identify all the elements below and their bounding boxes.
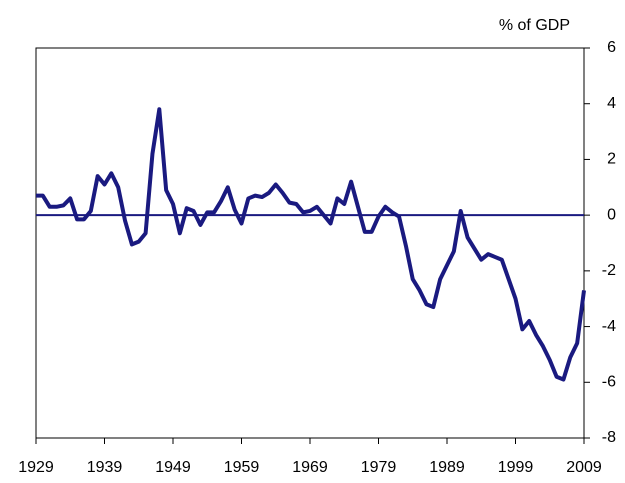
- x-tick-label: 1979: [361, 459, 397, 476]
- y-tick-label: 2: [607, 151, 616, 168]
- plot-frame: [35, 47, 585, 439]
- x-tick-label: 1989: [429, 459, 465, 476]
- x-tick-label: 1939: [87, 459, 123, 476]
- y-tick-label: -2: [602, 262, 616, 279]
- y-tick-label: 4: [607, 95, 616, 112]
- y-tick-label: -6: [602, 374, 616, 391]
- y-tick-label: -4: [602, 318, 616, 335]
- x-tick-label: 1929: [18, 459, 54, 476]
- y-tick-label: -8: [602, 429, 616, 446]
- x-tick-label: 1969: [292, 459, 328, 476]
- y-tick-label: 6: [607, 39, 616, 56]
- x-tick-label: 1959: [224, 459, 260, 476]
- line-series: [36, 107, 586, 382]
- y-tick-label: 0: [607, 206, 616, 223]
- x-tick-label: 2009: [566, 459, 602, 476]
- x-tick-label: 1999: [498, 459, 534, 476]
- x-tick-label: 1949: [155, 459, 191, 476]
- y-axis-label: % of GDP: [499, 17, 570, 34]
